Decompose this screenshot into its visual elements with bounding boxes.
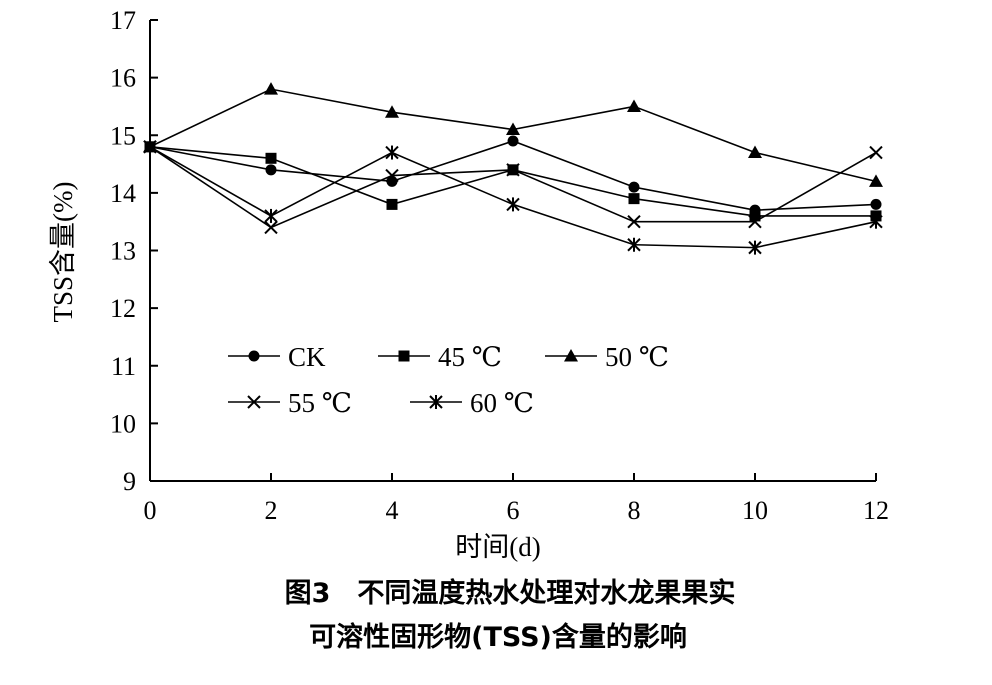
data-point xyxy=(264,82,278,95)
data-point xyxy=(265,164,277,176)
legend-marker xyxy=(248,350,260,362)
x-ticks: 0 2 4 6 8 10 12 xyxy=(144,473,889,525)
legend-label: 45 ℃ xyxy=(438,342,502,372)
x-tick-label: 4 xyxy=(386,496,399,525)
legend-label: CK xyxy=(288,342,326,372)
legend-label: 50 ℃ xyxy=(605,342,669,372)
data-point xyxy=(385,105,399,118)
data-point xyxy=(506,197,520,212)
data-point xyxy=(870,198,882,210)
data-point xyxy=(748,240,762,255)
series-line xyxy=(149,146,877,229)
data-point xyxy=(264,208,278,223)
data-point xyxy=(869,174,883,187)
x-tick-label: 6 xyxy=(507,496,520,525)
y-axis-label: TSS含量(%) xyxy=(48,182,78,323)
x-tick-label: 2 xyxy=(265,496,278,525)
series-line xyxy=(149,146,877,249)
data-point xyxy=(265,152,277,164)
data-point xyxy=(748,214,762,229)
x-tick-label: 8 xyxy=(628,496,641,525)
legend-item-3: 50 ℃ xyxy=(545,342,669,372)
data-point xyxy=(627,214,641,229)
legend-item-1: CK xyxy=(228,342,326,372)
legend-marker xyxy=(564,349,578,362)
data-point xyxy=(507,135,519,147)
data-point xyxy=(749,210,761,222)
data-point xyxy=(506,122,520,135)
data-point xyxy=(748,145,762,159)
data-point xyxy=(264,220,278,235)
y-tick-label: 9 xyxy=(123,467,136,496)
x-axis-label: 时间(d) xyxy=(455,532,540,562)
legend: CK 45 ℃ 50 ℃ 55 ℃ 60 ℃ xyxy=(228,342,669,418)
figure-caption-line2: 可溶性固形物(TSS)含量的影响 xyxy=(309,621,687,653)
data-point xyxy=(628,193,640,205)
x-tick-label: 12 xyxy=(863,496,889,525)
series-3 xyxy=(143,82,883,187)
data-point xyxy=(385,145,399,160)
data-point xyxy=(627,99,641,112)
legend-marker xyxy=(429,395,443,409)
x-tick-label: 0 xyxy=(144,496,157,525)
legend-marker xyxy=(398,350,410,362)
legend-item-5: 60 ℃ xyxy=(410,388,534,418)
y-tick-label: 15 xyxy=(110,121,136,150)
y-tick-label: 17 xyxy=(110,6,136,35)
data-point xyxy=(869,145,883,160)
y-tick-label: 10 xyxy=(110,409,136,438)
series-5 xyxy=(143,139,883,255)
y-tick-label: 11 xyxy=(111,352,136,381)
y-tick-label: 14 xyxy=(110,179,136,208)
legend-label: 60 ℃ xyxy=(470,388,534,418)
series-4 xyxy=(143,140,883,235)
y-tick-label: 13 xyxy=(110,237,136,266)
y-tick-label: 16 xyxy=(110,64,136,93)
y-tick-label: 12 xyxy=(110,294,136,323)
y-ticks: 9 10 11 12 13 14 15 16 17 xyxy=(110,6,158,496)
x-tick-label: 10 xyxy=(742,496,768,525)
data-point xyxy=(627,237,641,252)
legend-marker xyxy=(247,395,261,409)
data-point xyxy=(869,214,883,229)
data-point xyxy=(506,163,520,177)
legend-label: 55 ℃ xyxy=(288,388,352,418)
data-point xyxy=(386,198,398,210)
data-point xyxy=(385,168,399,183)
data-point xyxy=(143,139,157,154)
data-point xyxy=(628,181,640,193)
legend-item-2: 45 ℃ xyxy=(378,342,502,372)
series-group xyxy=(143,82,883,255)
legend-item-4: 55 ℃ xyxy=(228,388,352,418)
figure-caption-line1: 图3 不同温度热水处理对水龙果果实 xyxy=(285,577,736,609)
